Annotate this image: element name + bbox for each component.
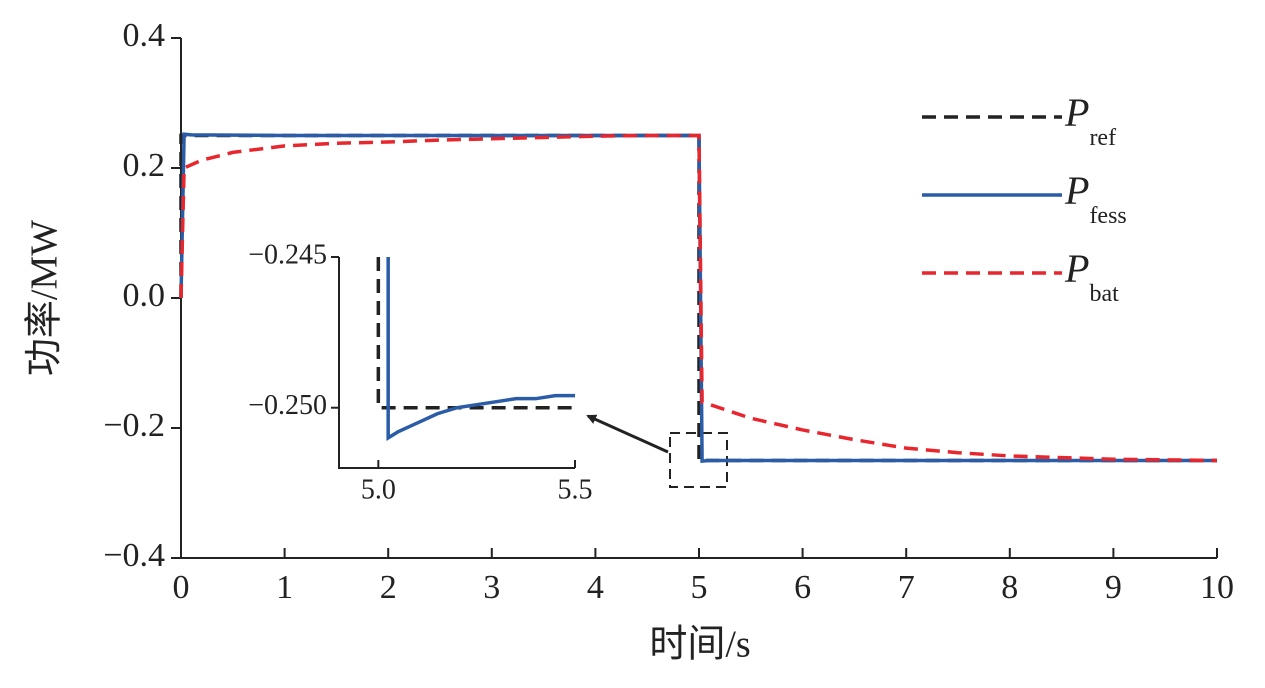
y-tick-label: −0.245	[248, 239, 327, 270]
y-tick-label: −0.4	[103, 537, 165, 574]
x-tick-label: 0	[173, 569, 190, 606]
y-tick-label: 0.0	[123, 277, 166, 314]
legend-label: Pfess	[1064, 168, 1127, 228]
y-tick-label: −0.2	[103, 407, 165, 444]
legend-name: P	[1064, 168, 1089, 213]
axes	[338, 257, 575, 469]
x-tick-label: 10	[1200, 569, 1234, 606]
legend-subscript: fess	[1089, 203, 1126, 229]
y-tick-label: 0.4	[123, 17, 166, 54]
y-axis-label: 功率/MW	[24, 220, 66, 376]
series-line	[179, 133, 1218, 463]
series-line	[179, 132, 1217, 464]
x-tick-label: 7	[898, 569, 915, 606]
x-tick-label: 4	[587, 569, 604, 606]
series-line	[386, 257, 575, 441]
legend-name: P	[1064, 90, 1089, 135]
legend-label: Pbat	[1064, 246, 1119, 306]
x-tick-label: 9	[1105, 569, 1122, 606]
legend-name: P	[1064, 246, 1089, 291]
legend-label: Pref	[1064, 90, 1116, 150]
zoom-arrow	[586, 414, 669, 454]
legend-subscript: bat	[1089, 281, 1119, 307]
x-tick-label: 1	[276, 569, 293, 606]
x-tick-label: 2	[380, 569, 397, 606]
y-tick-label: 0.2	[123, 147, 166, 184]
x-tick-label: 6	[794, 569, 811, 606]
series-line	[376, 257, 575, 410]
inset-background	[339, 257, 575, 468]
x-tick-label: 8	[1001, 569, 1018, 606]
x-tick-label: 3	[483, 569, 500, 606]
x-tick-label: 5.5	[558, 474, 593, 505]
x-axis-label: 时间/s	[649, 624, 750, 666]
legend-subscript: ref	[1089, 125, 1116, 151]
x-tick-label: 5.0	[361, 474, 396, 505]
y-tick-label: −0.250	[248, 390, 327, 421]
x-tick-label: 5	[691, 569, 708, 606]
